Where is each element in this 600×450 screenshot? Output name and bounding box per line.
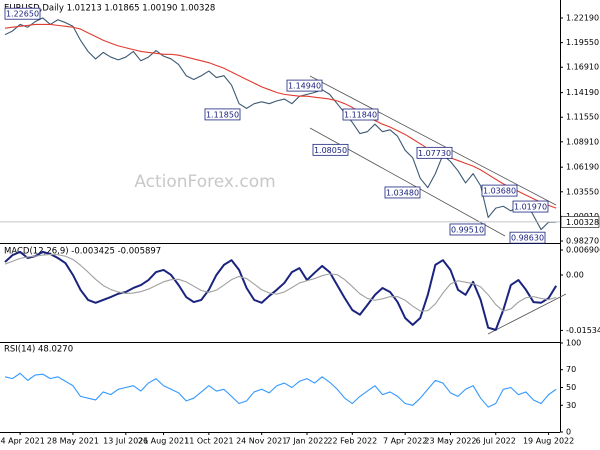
trend-line <box>487 293 567 335</box>
annotation-label: 1.01970 <box>514 203 547 212</box>
y-tick-label: 1.19550 <box>566 38 599 47</box>
annotation-box <box>342 108 379 121</box>
annotation-label: 0.99510 <box>451 225 484 234</box>
x-tick-label: 19 Aug 2022 <box>523 437 574 446</box>
series-line <box>4 253 557 312</box>
x-tick-label: 24 Nov 2021 <box>236 437 287 446</box>
y-tick-label: -0.015348 <box>566 326 600 335</box>
annotation-box <box>481 184 518 197</box>
x-tick-label: 14 Apr 2021 <box>0 437 45 446</box>
watermark: ActionForex.com <box>134 172 275 192</box>
x-tick-label: 22 Feb 2022 <box>327 437 377 446</box>
x-tick-label: 13 Jul 2021 <box>103 437 148 446</box>
annotation-box <box>312 143 349 156</box>
y-tick-label: 1.22190 <box>566 13 599 22</box>
series-line <box>4 23 557 209</box>
y-tick-label: 30 <box>566 401 576 410</box>
y-tick-label: 1.16910 <box>566 63 599 72</box>
y-tick-label: 70 <box>566 365 576 374</box>
annotation-box <box>204 108 241 121</box>
annotation-label: 1.03480 <box>386 188 419 197</box>
x-tick-label: 28 May 2021 <box>47 437 99 446</box>
annotation-box <box>509 231 546 244</box>
annotation-label: 1.07730 <box>418 149 451 158</box>
panel-title: MACD(12,26,9) -0.003425 -0.005897 <box>4 247 161 257</box>
y-tick-label: 100 <box>566 339 581 348</box>
annotation-box <box>512 200 549 213</box>
annotation-box <box>416 146 453 159</box>
annotation-label: 1.03680 <box>483 187 516 196</box>
last-price-label: 1.00328 <box>566 218 599 227</box>
annotation-label: 1.11840 <box>344 111 377 120</box>
annotation-box <box>384 186 421 199</box>
last-price-box <box>560 216 600 228</box>
y-tick-label: 0 <box>566 428 571 437</box>
y-tick-label: 1.14190 <box>566 88 599 97</box>
y-tick-label: 50 <box>566 383 576 392</box>
x-tick-label: 11 Oct 2021 <box>184 437 233 446</box>
x-tick-label: 6 Jul 2022 <box>476 437 516 446</box>
y-tick-label: 0.006906 <box>566 246 600 255</box>
y-tick-label: 1.08910 <box>566 137 599 146</box>
panel-title: EURUSD,Daily 1.01213 1.01865 1.00190 1.0… <box>4 4 215 14</box>
annotation-label: 1.08050 <box>314 146 347 155</box>
y-tick-label: 1.03550 <box>566 187 599 196</box>
annotation-label: 1.14940 <box>288 82 321 91</box>
annotation-box <box>449 223 486 236</box>
annotation-label: 1.22650 <box>6 10 39 19</box>
x-tick-label: 26 Aug 2021 <box>138 437 189 446</box>
x-tick-label: 23 May 2022 <box>424 437 476 446</box>
series-line <box>4 17 557 231</box>
panel-title: RSI(14) 48.0270 <box>4 345 73 355</box>
y-tick-label: 1.06190 <box>566 163 599 172</box>
trend-line <box>309 75 557 206</box>
annotation-box <box>286 79 323 92</box>
y-tick-label: 0.98270 <box>566 237 599 246</box>
annotation-label: 1.11850 <box>206 110 239 119</box>
series-line <box>4 250 558 331</box>
annotation-label: 0.98630 <box>511 234 544 243</box>
x-tick-label: 7 Jan 2022 <box>286 437 329 446</box>
annotation-box <box>4 7 41 20</box>
y-tick-label: 0.00 <box>566 270 584 279</box>
y-tick-label: 1.11550 <box>566 113 599 122</box>
series-line <box>4 372 557 408</box>
x-tick-label: 7 Apr 2022 <box>383 437 427 446</box>
